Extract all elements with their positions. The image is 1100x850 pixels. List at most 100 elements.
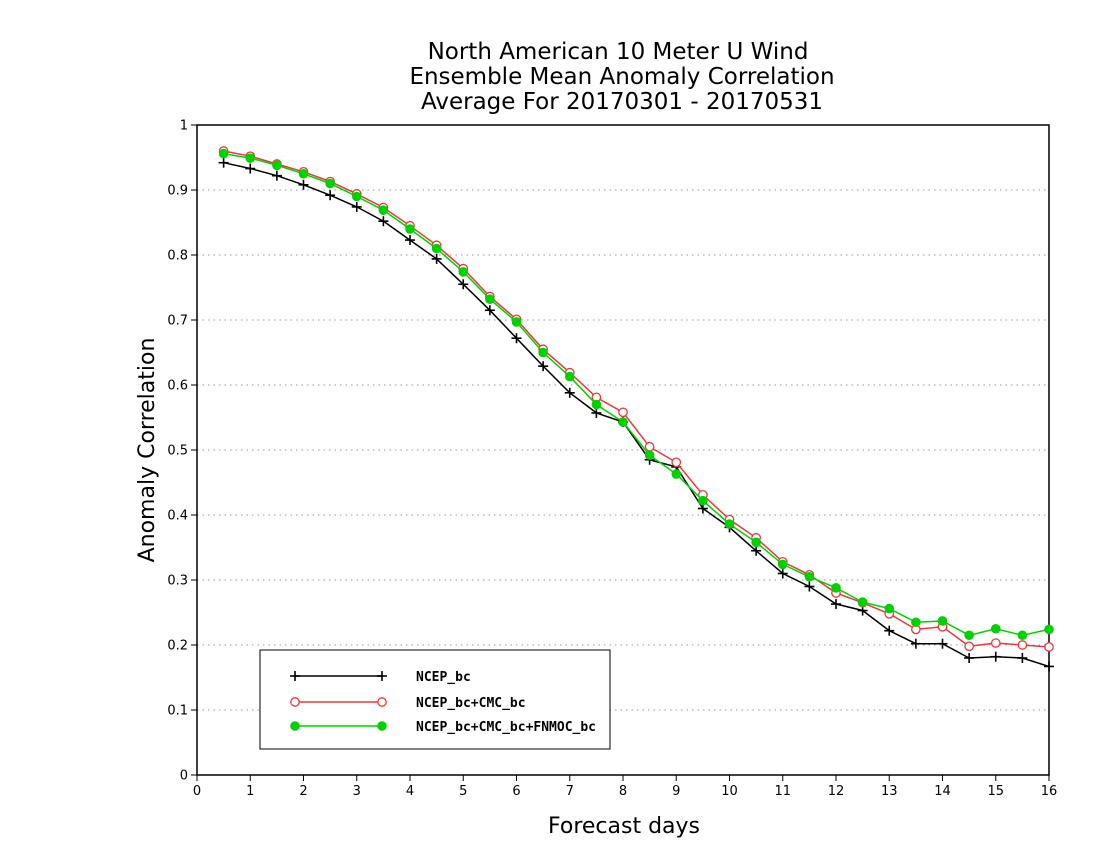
data-point [618,407,628,418]
data-point [325,190,336,201]
x-tick-label: 5 [459,784,467,799]
legend-marker [290,697,300,707]
data-point [405,224,415,234]
data-point [591,399,602,410]
data-point [1017,640,1028,650]
series-1 [218,146,1054,652]
data-point [724,519,735,529]
data-point [937,616,948,626]
data-point [564,387,575,398]
data-point [351,191,362,202]
series-0 [218,157,1054,672]
chart-title: North American 10 Meter U Wind Ensemble … [409,39,834,115]
data-point [511,333,522,344]
x-tick-label: 12 [828,784,845,799]
legend-label: NCEP_bc [416,670,471,685]
x-tick-label: 13 [881,784,898,799]
legend-marker [377,697,387,707]
data-point [751,545,762,556]
legend-marker [377,671,387,681]
data-point [1017,653,1028,663]
data-point [964,641,974,652]
x-tick-label: 0 [193,784,201,799]
axis-ticks: 00.10.20.30.40.50.60.70.80.910 1 2 3 4 5 6 7 8 9 1… [167,119,1057,800]
data-point [990,623,1001,634]
y-tick-label: 0.7 [167,314,188,329]
x-tick-label: 2 [299,784,307,799]
data-series [218,146,1054,672]
data-point [431,253,442,264]
data-point [298,168,309,179]
chart-title-line-1: North American 10 Meter U Wind [428,39,809,65]
data-point [804,581,815,592]
data-point [591,407,602,418]
series-line [223,152,1050,637]
legend-item: NCEP_bc+CMC_bc [290,696,526,711]
data-point [644,450,655,461]
data-point [298,179,309,190]
x-tick-label: 11 [774,784,791,799]
legend-marker [377,721,387,731]
x-tick-label: 4 [406,784,414,799]
y-tick-label: 0.2 [167,639,188,654]
data-point [1044,642,1054,652]
x-tick-label: 8 [619,784,627,799]
legend-box [259,649,611,750]
y-tick-label: 0.5 [167,444,188,459]
data-point [538,361,549,372]
y-tick-label: 0.6 [167,379,188,394]
data-point [671,469,682,479]
data-point [644,441,655,452]
y-tick-label: 0.3 [167,574,188,589]
y-axis-label: Anomaly Correlation [135,338,160,563]
data-point [831,583,841,593]
legend-item: NCEP_bc [290,670,471,685]
x-tick-label: 16 [1041,784,1058,799]
data-point [964,653,975,663]
data-point [910,638,921,649]
x-tick-label: 15 [987,784,1004,799]
data-point [990,638,1001,648]
data-point [698,495,708,506]
data-point [884,603,895,614]
data-point [218,148,229,159]
legend-label: NCEP_bc+CMC_bc [416,696,526,711]
data-point [458,279,469,290]
x-tick-label: 3 [353,784,361,799]
data-point [618,417,628,427]
data-point [245,153,256,163]
data-point [484,305,495,316]
x-tick-label: 9 [672,784,680,799]
legend-item: NCEP_bc+CMC_bc+FNMOC_bc [290,720,596,735]
data-point [218,157,229,168]
legend-marker [290,671,300,681]
x-tick-label: 10 [721,784,738,799]
x-axis-label: Forecast days [548,814,700,839]
legend: NCEP_bc NCEP_bc+CMC_bc NCEP_bc+CMC_bc+FNMO… [259,649,611,750]
data-point [378,205,389,215]
data-point [1044,624,1054,635]
x-tick-label: 1 [246,784,254,799]
y-tick-label: 0.8 [167,249,188,264]
data-point [538,347,548,358]
y-tick-label: 0.9 [167,184,188,199]
grid-lines [197,189,1049,711]
x-tick-label: 14 [934,784,951,799]
data-point [751,537,761,548]
x-tick-label: 6 [512,784,520,799]
data-point [1017,630,1028,641]
data-point [911,617,921,628]
data-point [351,201,362,212]
data-point [431,243,442,254]
x-tick-label: 7 [566,784,574,799]
legend-marker [290,721,300,731]
data-point [485,294,495,305]
data-point [777,559,788,570]
data-point [272,160,282,171]
data-point [857,597,868,607]
y-tick-label: 0.1 [167,704,188,719]
data-point [777,568,788,579]
data-point [245,163,256,174]
data-point [271,170,282,181]
